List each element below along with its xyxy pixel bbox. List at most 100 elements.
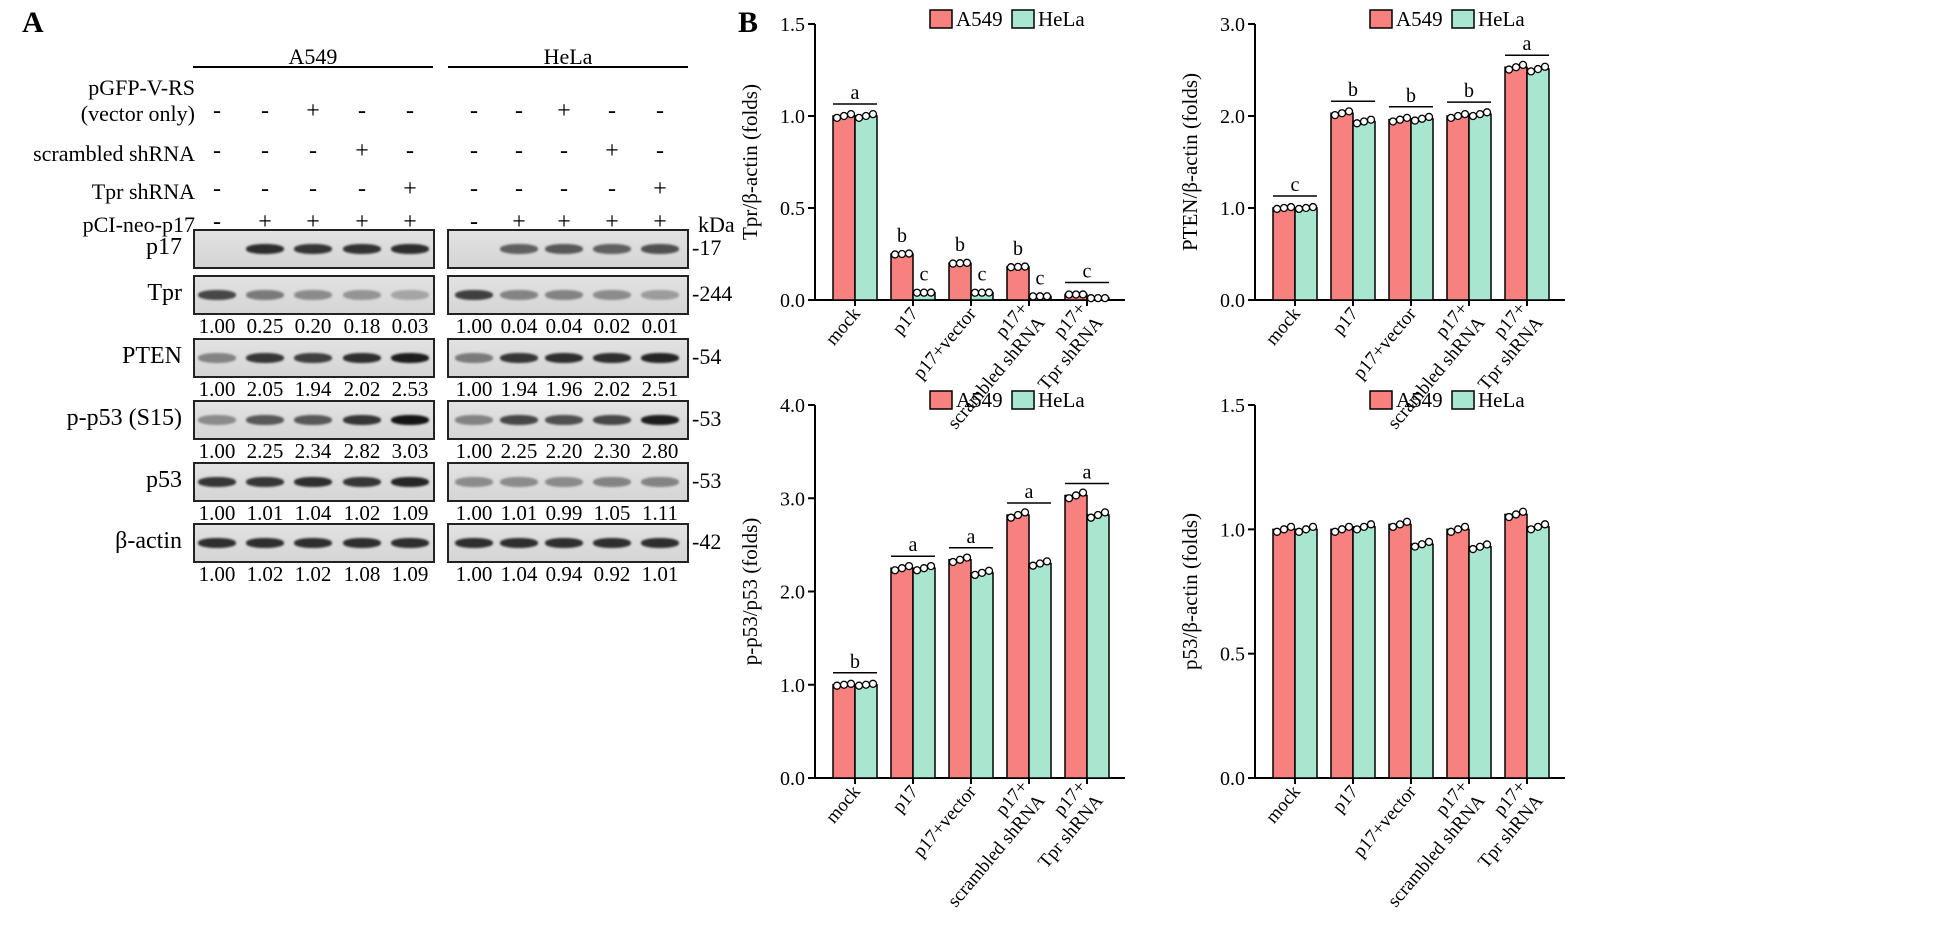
blot-band xyxy=(500,538,538,548)
blot-image-hela xyxy=(447,338,689,378)
quant-value: 1.02 xyxy=(246,562,284,586)
data-point xyxy=(1071,491,1081,500)
blot-image-hela xyxy=(447,229,689,269)
y-tick-label: 1.0 xyxy=(780,106,805,128)
condition-symbol: - xyxy=(470,176,478,202)
condition-symbol: + xyxy=(557,209,571,235)
significance-letter: c xyxy=(978,264,987,286)
data-point xyxy=(1344,107,1354,116)
data-point xyxy=(890,566,900,575)
bar-hela xyxy=(1294,528,1318,779)
data-point xyxy=(1337,525,1347,534)
blot-band xyxy=(593,244,631,254)
condition-symbol: - xyxy=(309,138,317,164)
quant-value: 2.25 xyxy=(246,439,284,463)
bar-a549 xyxy=(832,684,856,779)
data-point xyxy=(948,259,958,268)
condition-symbol: - xyxy=(261,176,269,202)
data-point xyxy=(897,564,907,573)
bar-hela xyxy=(1352,526,1376,779)
blot-band xyxy=(391,244,429,254)
data-point xyxy=(1337,109,1347,118)
blot-band xyxy=(246,290,284,300)
bar-hela xyxy=(1526,526,1550,779)
bar-a549 xyxy=(1446,528,1470,779)
blot-image-a549 xyxy=(193,462,435,502)
chart-3: 0.0 1.0 2.0 3.0 4.0 p-p53/p53 (folds) A549 HeLa… xyxy=(738,388,1125,911)
bar-a549 xyxy=(1504,66,1528,301)
blot-band xyxy=(641,538,679,548)
blot-band xyxy=(545,290,583,300)
blot-band xyxy=(391,290,429,300)
quant-value: 1.00 xyxy=(455,377,493,401)
condition-symbol: - xyxy=(560,176,568,202)
blot-band xyxy=(545,244,583,254)
data-point xyxy=(1286,202,1296,212)
quant-value: 1.01 xyxy=(500,501,538,525)
y-axis-label: p-p53/p53 (folds) xyxy=(738,518,762,666)
blot-band xyxy=(500,290,538,300)
data-point xyxy=(1518,60,1528,70)
blot-band xyxy=(343,538,381,548)
data-point xyxy=(1359,522,1369,531)
data-point xyxy=(1064,494,1074,503)
data-point xyxy=(1366,520,1376,529)
data-point xyxy=(1511,63,1521,72)
condition-label: (vector only) xyxy=(80,101,195,126)
blot-band xyxy=(593,353,631,363)
condition-symbol: - xyxy=(515,176,523,202)
x-tick-label: p17 xyxy=(888,304,922,339)
quant-value: 1.11 xyxy=(642,501,678,525)
significance-letter: b xyxy=(1406,85,1416,107)
bar-hela xyxy=(1028,562,1052,779)
data-point xyxy=(1468,111,1478,121)
legend-label-a549: A549 xyxy=(1396,7,1443,31)
data-point xyxy=(1100,293,1110,303)
data-point xyxy=(948,557,958,567)
blot-image-hela xyxy=(447,462,689,502)
blot-band xyxy=(198,353,236,363)
y-tick-label: 2.0 xyxy=(780,582,805,604)
blot-band xyxy=(641,353,679,363)
data-point xyxy=(1078,290,1088,299)
y-tick-label: 0.0 xyxy=(780,768,805,790)
x-tick-label: p17+scrambled shRNA xyxy=(927,298,1050,433)
data-point xyxy=(1071,290,1081,299)
blot-image-hela xyxy=(447,400,689,440)
blot-band xyxy=(391,353,429,363)
group-label-hela: HeLa xyxy=(543,44,593,69)
condition-symbol: + xyxy=(605,209,619,235)
quant-value: 0.92 xyxy=(593,562,631,586)
data-point xyxy=(832,681,842,690)
data-point xyxy=(912,566,922,575)
significance-letter: c xyxy=(1291,174,1300,196)
data-point xyxy=(977,568,987,577)
blot-band xyxy=(500,477,538,487)
data-point xyxy=(1475,542,1485,551)
data-point xyxy=(1279,203,1289,213)
data-point xyxy=(1482,540,1492,549)
condition-symbol: - xyxy=(406,98,414,124)
data-point xyxy=(1388,117,1398,126)
data-point xyxy=(1424,537,1434,547)
data-point xyxy=(1504,65,1514,74)
blot-label: β-actin xyxy=(115,528,182,554)
data-point xyxy=(1064,290,1074,299)
data-point xyxy=(1028,561,1038,570)
quant-value: 1.94 xyxy=(294,377,332,401)
legend-label-hela: HeLa xyxy=(1478,7,1525,31)
quant-value: 2.30 xyxy=(593,439,631,463)
data-point xyxy=(1093,294,1103,303)
data-point xyxy=(1330,527,1340,536)
data-point xyxy=(854,681,864,690)
quant-value: 1.09 xyxy=(391,501,429,525)
blot-band xyxy=(294,538,332,548)
condition-symbol: + xyxy=(605,138,619,164)
data-point xyxy=(846,679,856,688)
blot-band xyxy=(455,353,493,363)
quant-value: 1.05 xyxy=(593,501,631,525)
significance-letter: a xyxy=(1083,461,1092,483)
significance-letter: c xyxy=(1083,260,1092,282)
x-tick-label: p17+scrambled shRNA xyxy=(1367,776,1490,911)
quant-value: 1.96 xyxy=(545,377,583,401)
